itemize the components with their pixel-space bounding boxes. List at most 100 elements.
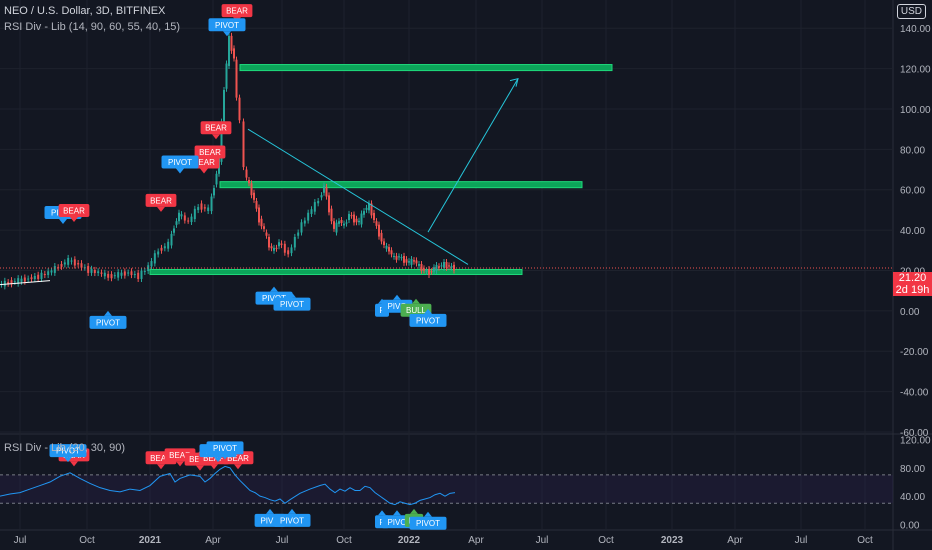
candle-body <box>43 273 46 276</box>
candle-body <box>183 215 186 221</box>
candle-body <box>160 247 163 251</box>
candle-body <box>448 265 450 267</box>
candle-body <box>37 274 40 279</box>
candle-body <box>197 207 200 211</box>
rsi-pivot-label: PIVOT <box>273 508 311 527</box>
y-tick-label: 40.00 <box>900 226 925 237</box>
candle-body <box>435 265 438 271</box>
candle-body <box>80 263 83 268</box>
candle-body <box>385 245 388 249</box>
candle-body <box>283 243 286 253</box>
label-box <box>58 204 90 218</box>
candle-body <box>173 228 175 233</box>
zone-high <box>239 64 613 72</box>
candle-body <box>163 246 166 249</box>
rsi-pivot-label: PIVOT <box>49 444 87 463</box>
candle-body <box>100 272 103 274</box>
candle-body <box>7 282 10 284</box>
candle-body <box>390 250 393 255</box>
x-tick-label: Jul <box>536 535 549 546</box>
candle-body <box>333 221 335 229</box>
label-pointer <box>64 457 72 463</box>
y-tick-label: 140.00 <box>900 24 931 35</box>
label-text: BEAR <box>150 454 172 463</box>
candle-body <box>297 232 300 236</box>
candle-body <box>20 278 23 282</box>
candle-body <box>325 186 328 197</box>
candle-body <box>223 89 225 123</box>
candle-body <box>225 63 228 89</box>
candle-body <box>317 201 320 204</box>
candle-body <box>258 207 260 223</box>
candle-body <box>330 208 333 222</box>
projection-arrow-head <box>509 77 519 87</box>
x-tick-label: Oct <box>336 535 352 546</box>
candle-body <box>23 277 26 282</box>
candle-body <box>113 275 116 277</box>
candle-body <box>178 212 180 222</box>
label-box <box>273 297 311 311</box>
candle-body <box>13 281 16 283</box>
candle-body <box>53 266 56 273</box>
label-text: PIVO <box>260 516 279 525</box>
candle-body <box>433 267 435 272</box>
candle-body <box>310 209 313 214</box>
label-text: BEAR <box>227 454 249 463</box>
y-tick-label: 60.00 <box>900 186 925 197</box>
candle-body <box>77 263 80 265</box>
candle-body <box>90 268 93 273</box>
zone-mid <box>219 181 583 189</box>
price-pivot-label: PIVOT <box>89 310 127 329</box>
label-pointer <box>221 454 229 460</box>
candle-body <box>248 180 250 184</box>
candle-body <box>157 251 160 255</box>
candle-body <box>170 233 173 246</box>
label-box <box>194 145 226 159</box>
candle-body <box>438 266 440 268</box>
candle-body <box>117 272 120 278</box>
label-text: BEAR <box>205 124 227 133</box>
label-pointer <box>223 31 231 37</box>
label-box <box>409 516 447 530</box>
candle-body <box>303 220 306 224</box>
candle-body <box>17 278 20 284</box>
x-tick-label: Apr <box>468 535 484 546</box>
label-text: BEAR <box>63 207 85 216</box>
candle-body <box>343 223 345 226</box>
candle-body <box>348 213 350 220</box>
x-tick-label: 2021 <box>139 535 162 546</box>
candle-body <box>50 270 53 273</box>
price-bull-label: BULL <box>400 298 432 317</box>
rsi-tick-label: 80.00 <box>900 464 925 475</box>
candle-body <box>210 196 213 212</box>
candle-body <box>278 242 280 247</box>
rsi-legend: RSI Div - Lib (20, 30, 90) <box>4 442 126 454</box>
label-pointer <box>212 134 220 140</box>
candle-body <box>428 269 430 275</box>
candle-body <box>215 173 218 185</box>
candle-body <box>430 271 433 273</box>
x-tick-label: Apr <box>205 535 221 546</box>
candle-body <box>360 213 363 225</box>
rsi-tick-label: 0.00 <box>900 520 920 531</box>
candle-body <box>353 214 355 223</box>
label-box <box>273 513 311 527</box>
label-box <box>221 4 253 18</box>
candle-body <box>445 261 448 268</box>
candle-body <box>57 267 60 269</box>
candle-body <box>355 218 358 223</box>
label-box <box>161 155 199 169</box>
label-text: PIVOT <box>56 447 80 456</box>
candle-body <box>287 250 290 255</box>
candle-body <box>260 218 263 227</box>
candle-body <box>97 271 100 274</box>
label-pointer <box>424 308 432 314</box>
label-text: PIVOT <box>213 444 237 453</box>
candle-body <box>10 280 13 285</box>
candle-body <box>228 35 230 66</box>
candle-body <box>290 247 293 254</box>
currency-selector-icon[interactable]: USD <box>896 4 926 19</box>
label-text: PIVOT <box>280 516 304 525</box>
rsi-pivot-label: PIVOT <box>409 511 447 530</box>
